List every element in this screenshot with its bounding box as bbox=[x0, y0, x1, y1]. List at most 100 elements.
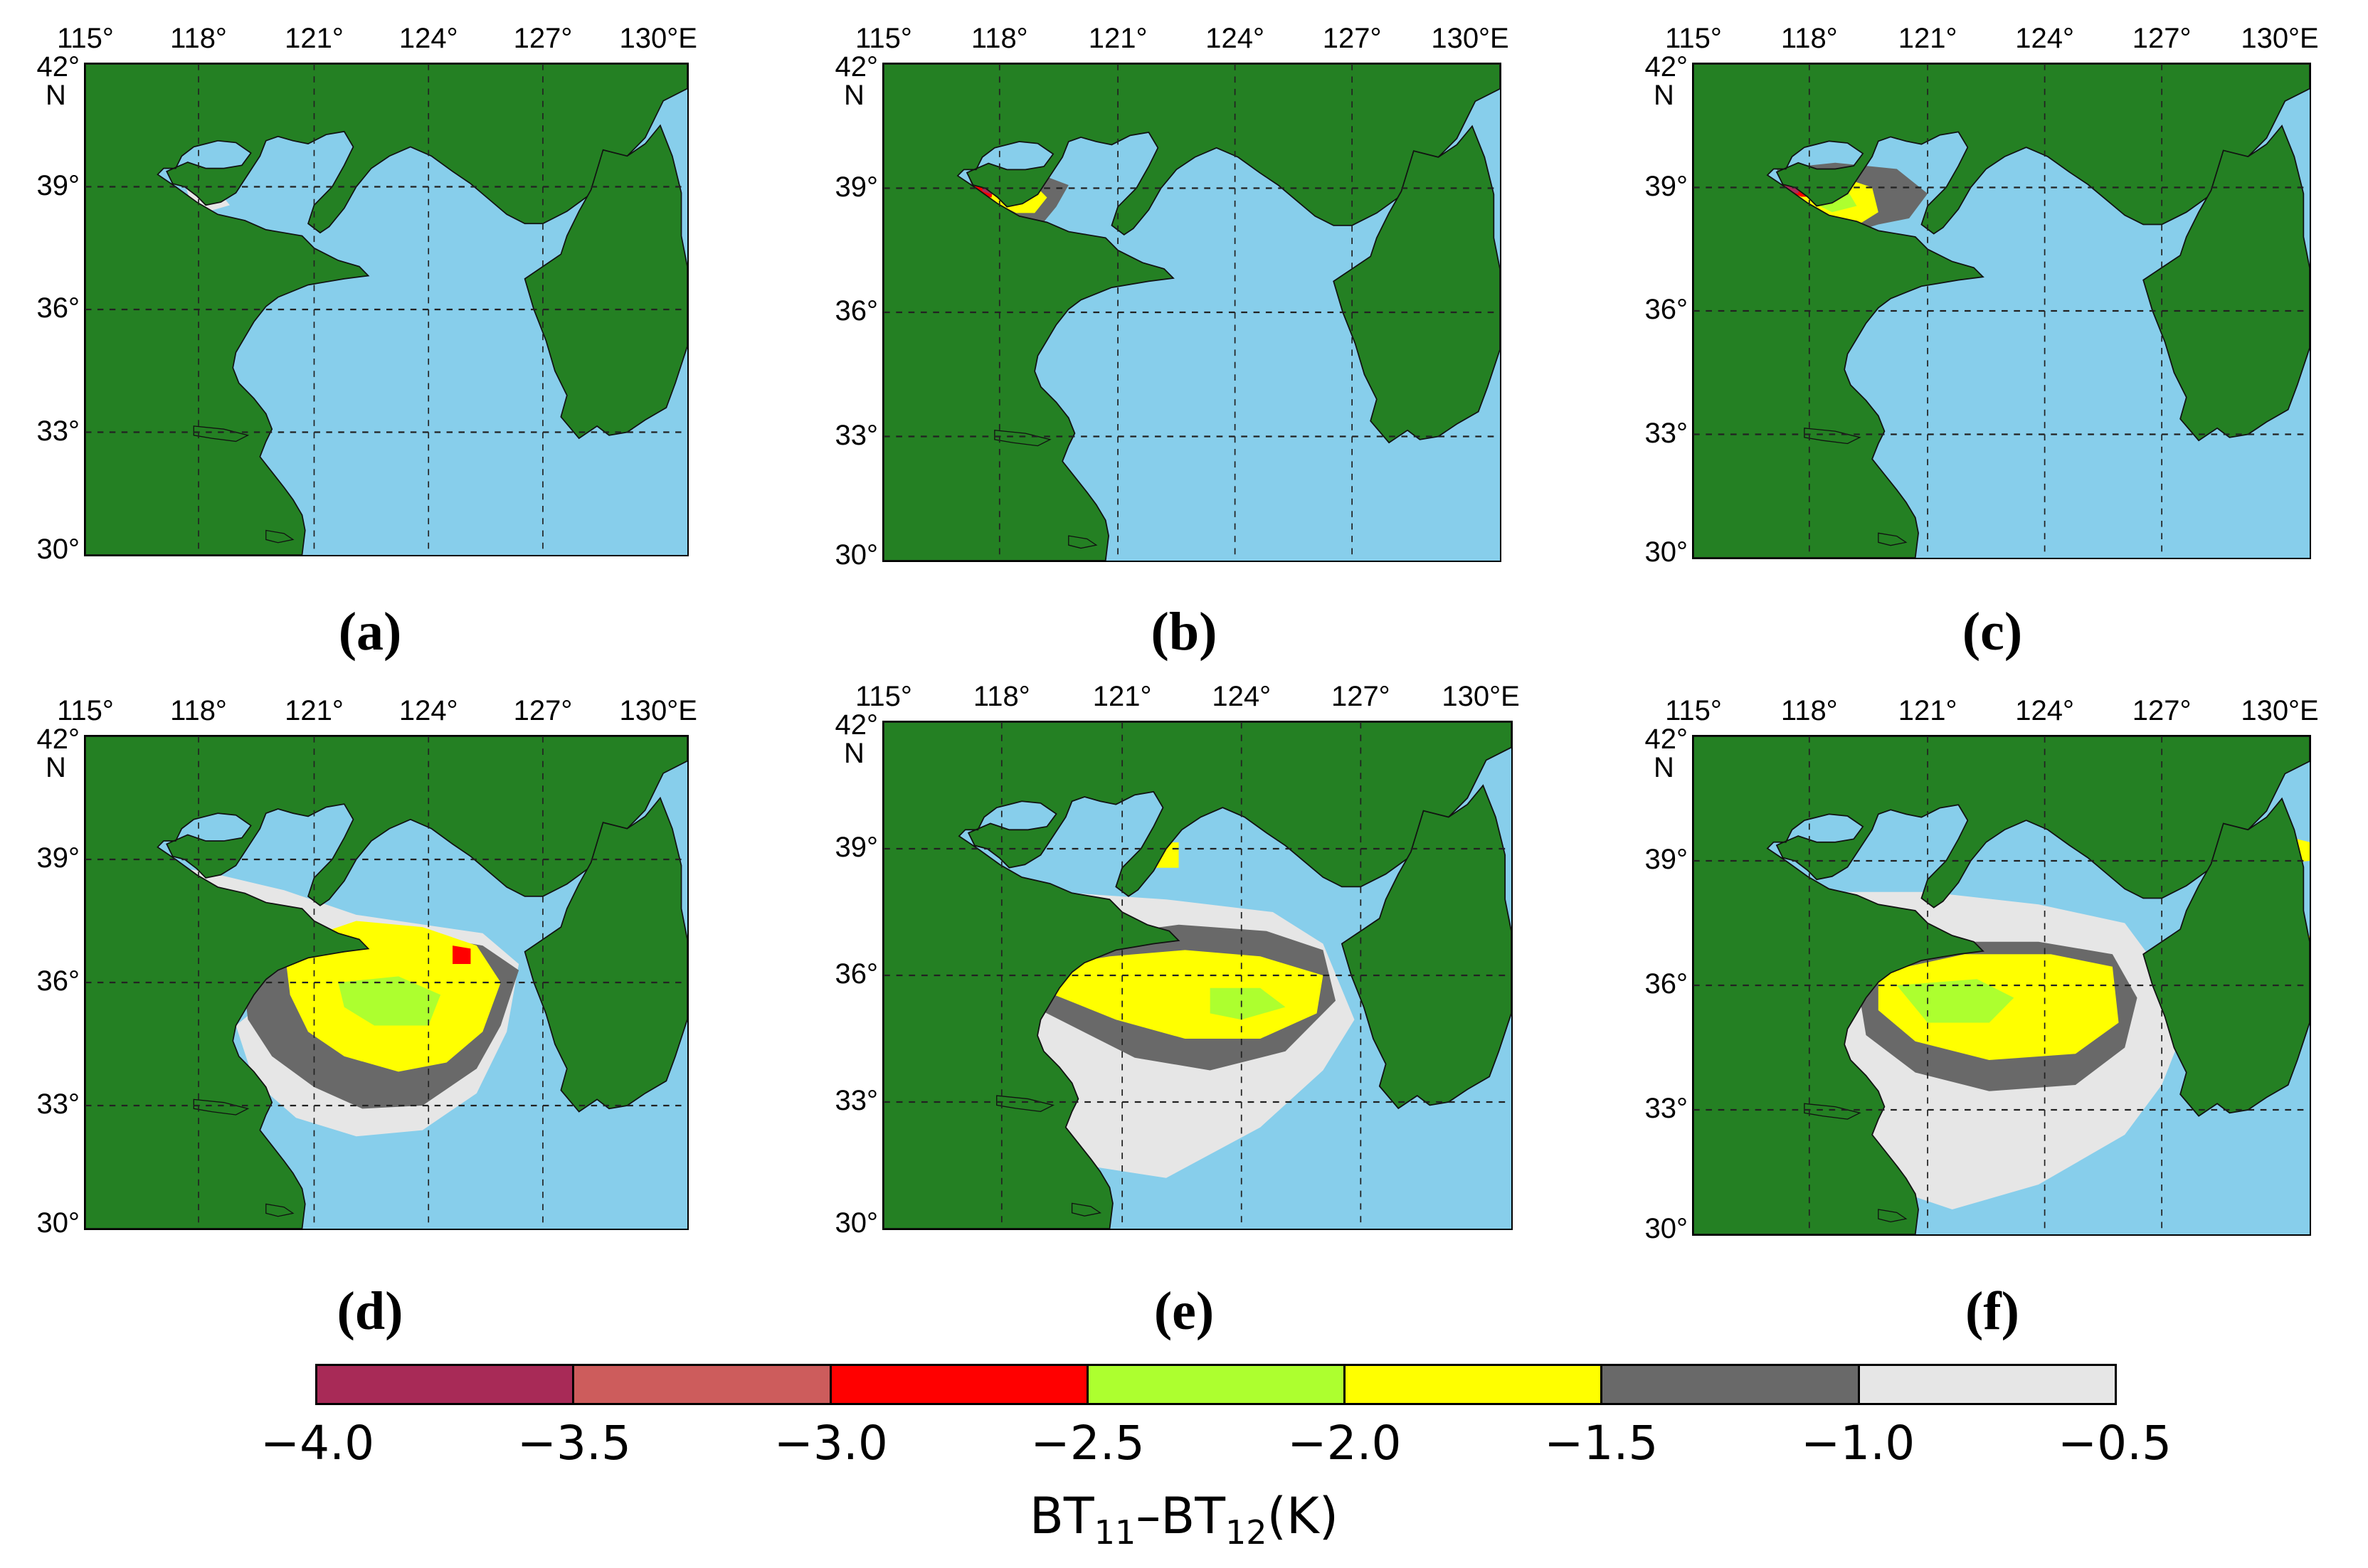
north-label: N bbox=[46, 80, 66, 112]
north-label: N bbox=[844, 738, 865, 770]
longitude-label: 118° bbox=[1781, 23, 1838, 55]
map-svg bbox=[1693, 64, 2310, 558]
panel-letter: (a) bbox=[339, 601, 402, 663]
latitude-label: 33° bbox=[828, 420, 878, 452]
latitude-label: 33° bbox=[30, 415, 80, 447]
north-label: N bbox=[844, 80, 865, 112]
latitude-label: 33° bbox=[30, 1088, 80, 1121]
longitude-label: 127° bbox=[514, 695, 573, 727]
longitude-label: 124° bbox=[2015, 23, 2074, 55]
colorbar-tick-label: −1.5 bbox=[1544, 1416, 1658, 1471]
longitude-label: 124° bbox=[399, 695, 458, 727]
longitude-label: 118° bbox=[170, 23, 227, 55]
latitude-label: 42° bbox=[828, 51, 878, 83]
map-svg bbox=[85, 64, 687, 555]
latitude-label: 30° bbox=[828, 1207, 878, 1239]
latitude-label: 36° bbox=[1638, 294, 1688, 326]
colorbar-segment bbox=[317, 1366, 574, 1403]
north-label: N bbox=[46, 752, 66, 784]
panel-letter: (c) bbox=[1962, 601, 2022, 663]
latitude-label: 30° bbox=[30, 1207, 80, 1239]
longitude-label: 115° bbox=[855, 23, 912, 55]
map-frame bbox=[884, 64, 1500, 561]
longitude-label: 124° bbox=[1212, 681, 1271, 713]
latitude-label: 42° bbox=[1638, 51, 1688, 83]
longitude-label: 124° bbox=[2015, 695, 2074, 727]
colorbar-segment bbox=[1860, 1366, 2115, 1403]
map-svg bbox=[1693, 736, 2310, 1234]
map-svg bbox=[85, 736, 687, 1229]
colorbar-segment bbox=[574, 1366, 831, 1403]
latitude-label: 36° bbox=[30, 965, 80, 997]
colorbar bbox=[317, 1366, 2115, 1403]
latitude-label: 33° bbox=[1638, 1093, 1688, 1125]
map-frame bbox=[884, 722, 1511, 1229]
latitude-label: 36° bbox=[30, 292, 80, 324]
latitude-label: 39° bbox=[30, 842, 80, 874]
map-svg bbox=[884, 64, 1500, 561]
longitude-label: 121° bbox=[285, 23, 344, 55]
longitude-label: 130°E bbox=[1442, 681, 1519, 713]
longitude-label: 121° bbox=[1089, 23, 1148, 55]
latitude-label: 39° bbox=[1638, 171, 1688, 203]
latitude-label: 39° bbox=[828, 832, 878, 864]
longitude-label: 127° bbox=[1323, 23, 1382, 55]
latitude-label: 30° bbox=[1638, 1213, 1688, 1245]
colorbar-segment bbox=[1089, 1366, 1346, 1403]
longitude-label: 121° bbox=[285, 695, 344, 727]
longitude-label: 130°E bbox=[2241, 695, 2318, 727]
latitude-label: 36° bbox=[1638, 968, 1688, 1000]
longitude-label: 121° bbox=[1898, 23, 1957, 55]
longitude-label: 118° bbox=[973, 681, 1030, 713]
latitude-label: 30° bbox=[828, 539, 878, 571]
latitude-label: 33° bbox=[828, 1085, 878, 1117]
longitude-label: 130°E bbox=[620, 23, 697, 55]
dust-patch bbox=[453, 945, 470, 964]
colorbar-tick-label: −1.0 bbox=[1801, 1416, 1915, 1471]
colorbar-tick-label: −4.0 bbox=[260, 1416, 374, 1471]
longitude-label: 121° bbox=[1093, 681, 1152, 713]
north-label: N bbox=[1654, 80, 1674, 112]
longitude-label: 115° bbox=[57, 23, 114, 55]
panel-letter: (e) bbox=[1154, 1281, 1214, 1342]
colorbar-segment bbox=[1346, 1366, 1602, 1403]
map-frame bbox=[85, 736, 687, 1229]
latitude-label: 39° bbox=[30, 170, 80, 202]
longitude-label: 124° bbox=[1205, 23, 1264, 55]
longitude-label: 130°E bbox=[2241, 23, 2318, 55]
panel-letter: (b) bbox=[1151, 601, 1217, 663]
longitude-label: 127° bbox=[2132, 23, 2192, 55]
longitude-label: 115° bbox=[855, 681, 912, 713]
colorbar-segment bbox=[1602, 1366, 1859, 1403]
longitude-label: 118° bbox=[170, 695, 227, 727]
colorbar-tick-label: −0.5 bbox=[2058, 1416, 2172, 1471]
colorbar-tick-label: −3.5 bbox=[517, 1416, 631, 1471]
longitude-label: 118° bbox=[971, 23, 1028, 55]
colorbar-tick-label: −2.5 bbox=[1030, 1416, 1144, 1471]
latitude-label: 36° bbox=[828, 958, 878, 990]
latitude-label: 42° bbox=[1638, 724, 1688, 756]
longitude-label: 124° bbox=[399, 23, 458, 55]
longitude-label: 115° bbox=[1665, 23, 1722, 55]
panel-letter: (f) bbox=[1965, 1281, 2019, 1342]
colorbar-segment bbox=[832, 1366, 1089, 1403]
colorbar-label: BT11–BT12(K) bbox=[1030, 1487, 1338, 1552]
latitude-label: 30° bbox=[30, 534, 80, 566]
north-label: N bbox=[1654, 752, 1674, 784]
latitude-label: 42° bbox=[30, 724, 80, 756]
longitude-label: 127° bbox=[2132, 695, 2192, 727]
map-svg bbox=[884, 722, 1511, 1229]
longitude-label: 121° bbox=[1898, 695, 1957, 727]
map-frame bbox=[1693, 64, 2310, 558]
longitude-label: 115° bbox=[1665, 695, 1722, 727]
longitude-label: 118° bbox=[1781, 695, 1838, 727]
longitude-label: 127° bbox=[514, 23, 573, 55]
map-frame bbox=[85, 64, 687, 555]
latitude-label: 33° bbox=[1638, 418, 1688, 450]
latitude-label: 36° bbox=[828, 295, 878, 327]
map-frame bbox=[1693, 736, 2310, 1234]
longitude-label: 130°E bbox=[620, 695, 697, 727]
longitude-label: 127° bbox=[1331, 681, 1390, 713]
latitude-label: 30° bbox=[1638, 536, 1688, 568]
latitude-label: 39° bbox=[828, 171, 878, 203]
